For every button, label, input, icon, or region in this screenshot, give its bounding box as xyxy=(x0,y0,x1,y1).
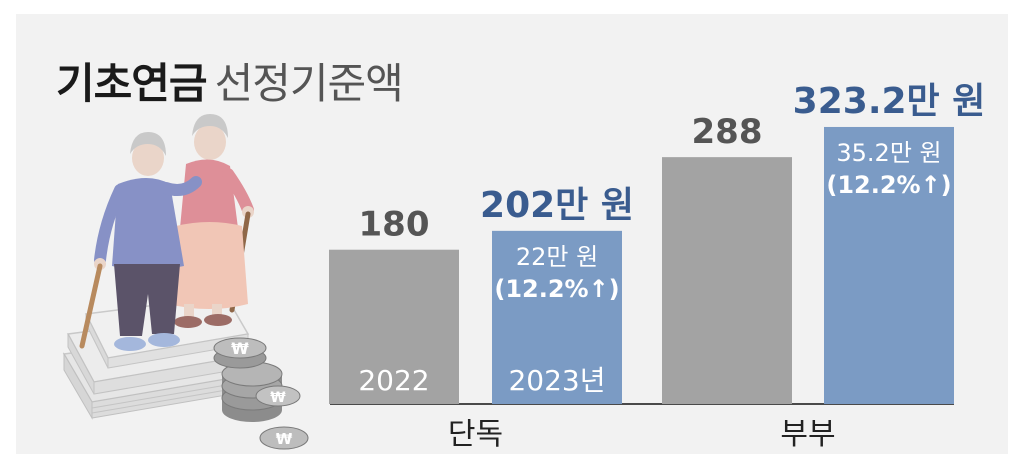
value-label-2023-couple: 323.2만 원 xyxy=(793,81,986,122)
category-label-single: 단독 xyxy=(448,417,503,452)
series-label-2022: 2022 xyxy=(358,364,429,397)
series-label-2023: 2023년 xyxy=(508,364,605,397)
title-bold: 기초연금 xyxy=(56,59,208,108)
value-label-2023-single: 202만 원 xyxy=(480,185,634,226)
value-label-2022-single: 180 xyxy=(359,205,430,245)
bar-2022-single xyxy=(329,249,459,404)
increase-rate-single: (12.2%↑) xyxy=(494,275,619,303)
bar-chart: ₩ ₩ ₩ 180 202만 원 288 323.2만 원 22만 원 (12.… xyxy=(62,81,986,452)
bar-2023-single xyxy=(492,230,622,404)
value-label-2022-couple: 288 xyxy=(692,112,763,152)
increase-rate-couple: (12.2%↑) xyxy=(826,171,951,199)
increase-amount-couple: 35.2만 원 xyxy=(836,139,941,167)
infographic-card: 기초연금 선정기준액 xyxy=(16,14,1008,454)
title-light: 선정기준액 xyxy=(214,59,404,108)
category-label-couple: 부부 xyxy=(780,417,835,452)
bar-2022-couple xyxy=(662,157,792,404)
elderly-woman-icon xyxy=(168,114,254,328)
svg-text:₩: ₩ xyxy=(270,390,286,406)
elderly-man-icon xyxy=(79,132,202,351)
increase-amount-single: 22만 원 xyxy=(516,243,598,271)
page-title: 기초연금 선정기준액 xyxy=(56,50,404,111)
svg-text:₩: ₩ xyxy=(276,430,293,448)
bar-2023-couple xyxy=(824,126,954,404)
svg-text:₩: ₩ xyxy=(231,339,249,358)
elderly-couple-with-coins-icon: ₩ ₩ ₩ xyxy=(62,114,309,450)
coin-stack-icon: ₩ ₩ ₩ xyxy=(213,337,309,450)
